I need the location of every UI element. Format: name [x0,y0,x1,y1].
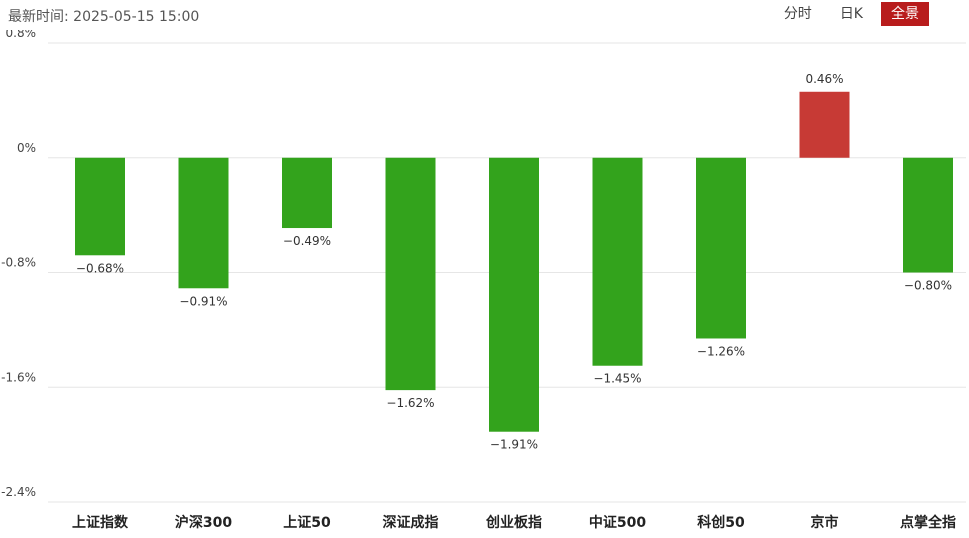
bar-value-label: −1.62% [386,396,434,410]
y-tick-label: -1.6% [1,370,36,384]
category-label: 点掌全指 [900,514,956,531]
y-tick-label: -2.4% [1,485,36,499]
y-tick-label: 0.8% [6,30,37,40]
bar-7[interactable] [799,91,850,158]
bar-8[interactable] [903,157,953,273]
bar-value-label: −1.26% [697,344,745,358]
category-label: 科创50 [697,514,745,531]
tab-panorama[interactable]: 全景 [881,2,929,26]
category-label: 深证成指 [383,514,439,531]
tab-intraday[interactable]: 分时 [783,6,812,22]
chart-header: 最新时间: 2025-05-15 15:00 分时 日K 全景 [0,0,969,32]
category-label: 京市 [811,514,839,531]
bar-4[interactable] [489,157,539,432]
bar-value-label: −0.80% [904,279,952,293]
bar-5[interactable] [592,157,643,366]
y-tick-label: -0.8% [1,256,36,270]
y-tick-label: 0% [17,141,36,155]
bar-value-label: 0.46% [805,72,843,86]
bar-value-label: −0.49% [283,234,331,248]
bar-value-label: −1.45% [593,372,641,386]
bar-value-label: −0.68% [76,261,124,275]
category-label: 中证500 [589,514,646,531]
view-tabs: 分时 日K 全景 [774,2,929,26]
bar-3[interactable] [385,157,436,391]
category-label: 上证指数 [72,514,129,531]
bar-value-label: −1.91% [490,438,538,452]
category-label: 创业板指 [485,514,542,531]
bar-0[interactable] [75,157,125,256]
bar-2[interactable] [282,157,332,229]
tab-daily-k[interactable]: 日K [839,6,863,22]
category-label: 上证50 [283,515,331,531]
bar-value-label: −0.91% [179,294,227,308]
bar-6[interactable] [696,157,746,339]
category-label: 沪深300 [175,514,232,531]
bar-1[interactable] [178,157,229,289]
update-time-label: 最新时间: 2025-05-15 15:00 [8,9,200,25]
index-change-bar-chart: 0.8% 0% -0.8% -1.6% -2.4% −0.68% 上证指数 −0.91% 沪深3… [1,30,966,531]
